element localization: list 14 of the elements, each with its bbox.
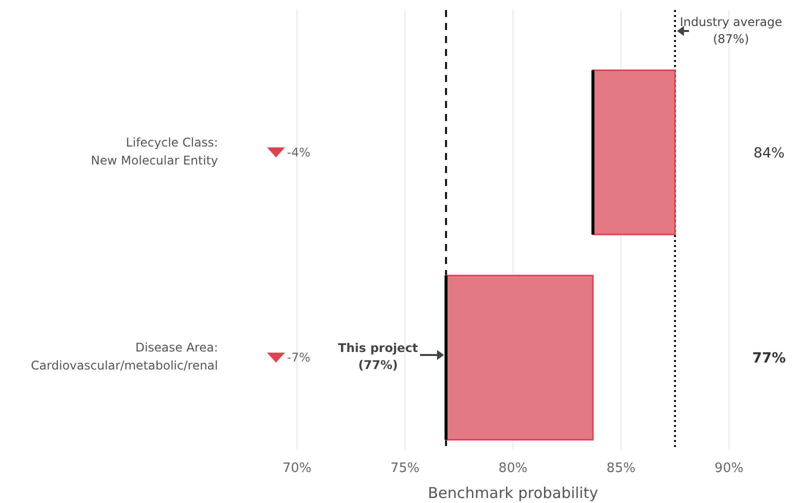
data-label: -4% — [287, 145, 310, 160]
ref-line-label: This project (77%) — [338, 341, 418, 372]
y-tick-label: Lifecycle Class: New Molecular Entity — [90, 135, 218, 168]
ref-line-label: Industry average (87%) — [680, 15, 782, 46]
x-axis-title: Benchmark probability — [428, 484, 598, 502]
data-label: -7% — [287, 350, 310, 365]
x-tick-label: 90% — [714, 461, 744, 476]
x-tick-label: 75% — [390, 461, 420, 476]
x-tick-label: 85% — [606, 461, 636, 476]
text: 77% — [752, 350, 786, 367]
text: 84% — [753, 145, 785, 162]
x-tick-label: 70% — [282, 461, 312, 476]
y-tick-label: Disease Area: Cardiovascular/metabolic/renal — [30, 340, 218, 373]
x-tick-label: 80% — [498, 461, 528, 476]
